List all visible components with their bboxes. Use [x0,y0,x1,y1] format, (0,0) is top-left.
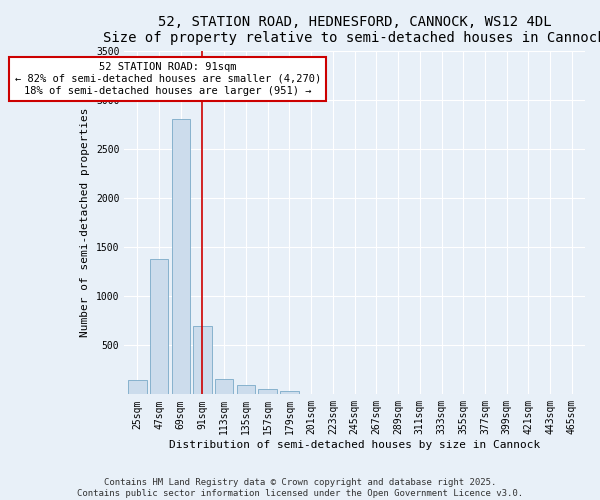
Bar [193,326,212,394]
X-axis label: Distribution of semi-detached houses by size in Cannock: Distribution of semi-detached houses by … [169,440,540,450]
Bar [259,390,277,394]
Bar [280,392,299,394]
Bar [172,120,190,394]
Title: 52, STATION ROAD, HEDNESFORD, CANNOCK, WS12 4DL
Size of property relative to sem: 52, STATION ROAD, HEDNESFORD, CANNOCK, W… [103,15,600,45]
Bar [215,378,233,394]
Y-axis label: Number of semi-detached properties: Number of semi-detached properties [80,108,91,337]
Bar [150,259,168,394]
Text: Contains HM Land Registry data © Crown copyright and database right 2025.
Contai: Contains HM Land Registry data © Crown c… [77,478,523,498]
Bar [128,380,146,394]
Bar [237,386,255,394]
Text: 52 STATION ROAD: 91sqm
← 82% of semi-detached houses are smaller (4,270)
18% of : 52 STATION ROAD: 91sqm ← 82% of semi-det… [14,62,321,96]
